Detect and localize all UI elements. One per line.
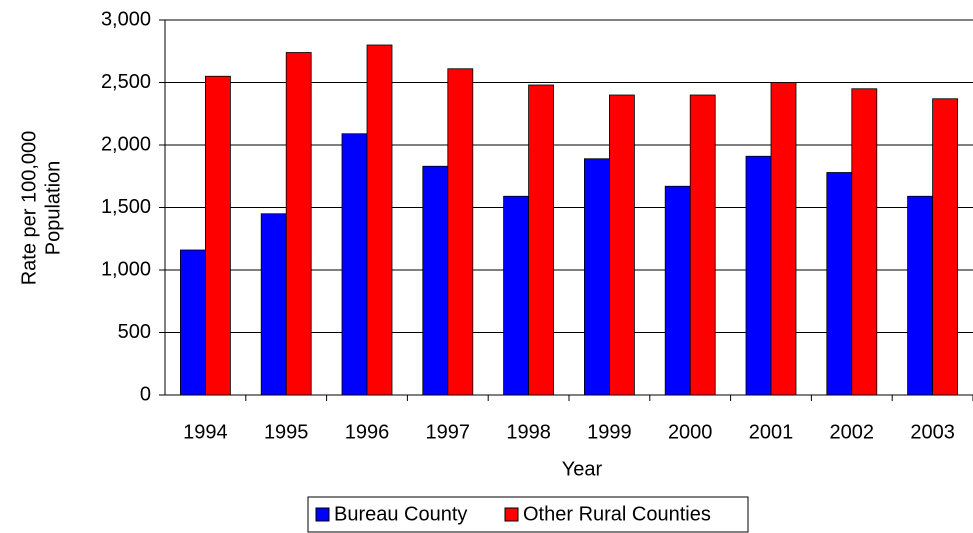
x-tick-label: 2000 [668, 421, 713, 443]
bar [341, 133, 368, 396]
legend-box [307, 496, 749, 533]
bar [179, 249, 206, 396]
bar [503, 195, 530, 396]
bar [447, 68, 474, 396]
bar [932, 98, 958, 396]
x-tick-label: 2002 [830, 421, 875, 443]
x-tick-label: 1998 [506, 421, 551, 443]
legend-swatch [315, 507, 330, 522]
bar [826, 172, 853, 396]
y-axis-title-line: Rate per 100,000 [18, 131, 40, 286]
bar [851, 88, 878, 396]
y-axis-title: Rate per 100,000 Population [18, 131, 64, 286]
x-tick-label: 2003 [910, 421, 955, 443]
bar [745, 155, 772, 396]
y-tick-label: 2,500 [101, 71, 151, 93]
bar [366, 44, 393, 396]
y-tick-label: 3,000 [101, 8, 151, 30]
bar [204, 75, 231, 396]
x-axis-title: Year [562, 458, 603, 480]
bar [609, 94, 635, 396]
x-tick-label: 1999 [587, 421, 632, 443]
bar [260, 213, 287, 396]
y-tick-label: 500 [118, 321, 151, 343]
bar [770, 82, 797, 396]
bar [285, 52, 312, 396]
bar [422, 165, 449, 396]
bar [907, 195, 933, 396]
y-axis-title-line: Population [42, 161, 64, 256]
bar [689, 94, 716, 396]
y-tick-label: 2,000 [101, 133, 151, 155]
legend-label: Bureau County [334, 503, 467, 525]
bar [528, 84, 554, 396]
y-tick-label: 1,500 [101, 196, 151, 218]
y-tick-label: 1,000 [101, 258, 151, 280]
legend-swatch [504, 507, 519, 522]
x-tick-label: 2001 [749, 421, 794, 443]
x-tick-label: 1997 [426, 421, 471, 443]
bar [584, 158, 610, 396]
y-tick-label: 0 [140, 383, 151, 405]
x-tick-label: 1995 [264, 421, 309, 443]
x-tick-label: 1996 [345, 421, 390, 443]
x-tick-label: 1994 [183, 421, 228, 443]
legend-label: Other Rural Counties [523, 503, 711, 525]
bar [664, 185, 691, 396]
